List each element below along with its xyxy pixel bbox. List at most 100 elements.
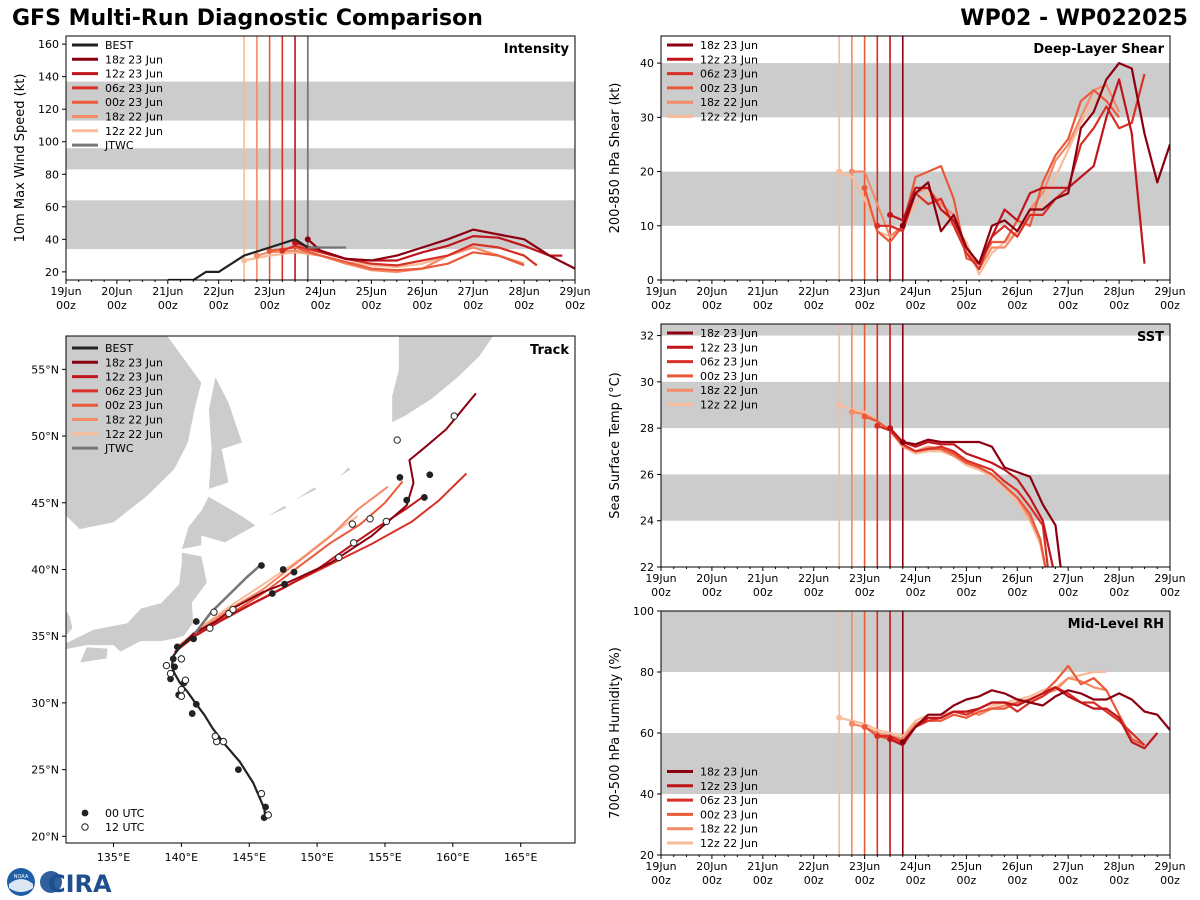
sst-series-start-marker <box>887 425 894 432</box>
land-mass <box>289 486 318 504</box>
shear-legend-label: 18z 22 Jun <box>700 96 758 109</box>
rh-panel-title: Mid-Level RH <box>1068 617 1164 632</box>
intensity-legend-label: 18z 22 Jun <box>105 111 163 124</box>
intensity-x-tick-label: 26Jun <box>407 285 438 298</box>
track-00utc-marker <box>268 590 276 597</box>
track-12utc-marker <box>177 685 186 694</box>
intensity-x-tick-label: 23Jun <box>254 285 285 298</box>
intensity-x-tick-label: 22Jun <box>203 285 234 298</box>
track-12utc-marker <box>219 737 228 746</box>
shear-series-start-marker <box>874 222 881 229</box>
sst-x-tick-label: 26Jun <box>1002 572 1033 585</box>
rh-x-tick-label: 00z <box>804 874 824 887</box>
intensity-x-tick-label: 00z <box>158 299 178 312</box>
track-legend-label: 00z 23 Jun <box>105 399 163 412</box>
rh-y-tick-label: 20 <box>640 849 654 862</box>
sst-x-tick-label: 00z <box>753 586 773 599</box>
rh-series-start-marker <box>874 733 881 740</box>
storm-id-title: WP02 - WP022025 <box>960 6 1188 31</box>
track-axes-frame <box>65 335 576 844</box>
sst-x-tick-label: 27Jun <box>1053 572 1084 585</box>
rh-x-tick-label: 23Jun <box>849 860 880 873</box>
track-12utc-marker <box>181 676 190 684</box>
shear-chart: 19Jun00z20Jun00z21Jun00z22Jun00z23Jun00z… <box>608 35 1186 312</box>
intensity-chart: 19Jun00z20Jun00z21Jun00z22Jun00z23Jun00z… <box>13 35 591 312</box>
sst-series-start-marker <box>899 439 906 446</box>
sst-x-tick-label: 00z <box>1058 586 1078 599</box>
sst-y-tick-label: 30 <box>640 376 654 389</box>
intensity-legend-label: 12z 23 Jun <box>105 68 163 81</box>
track-00utc-marker <box>192 618 200 625</box>
shear-y-tick-label: 30 <box>640 111 654 124</box>
rh-x-tick-label: 19Jun <box>645 860 676 873</box>
intensity-series-line <box>256 246 525 273</box>
shear-legend-label: 06z 23 Jun <box>700 68 758 81</box>
shear-x-tick-label: 00z <box>753 299 773 312</box>
track-12utc-marker <box>450 412 458 420</box>
rh-x-tick-label: 28Jun <box>1104 860 1135 873</box>
rh-x-tick-label: 00z <box>906 874 926 887</box>
intensity-series-start-marker <box>266 247 273 254</box>
track-lon-label: 165°E <box>504 851 537 864</box>
intensity-y-tick-label: 140 <box>38 71 59 84</box>
track-lat-label: 40°N <box>31 563 59 576</box>
intensity-panel-title: Intensity <box>504 42 570 57</box>
shear-x-tick-label: 23Jun <box>849 285 880 298</box>
sst-legend-label: 12z 22 Jun <box>700 399 758 412</box>
shear-y-axis-label: 200-850 hPa Shear (kt) <box>608 83 623 234</box>
intensity-x-tick-label: 00z <box>311 299 331 312</box>
shear-legend-label: 18z 23 Jun <box>700 39 758 52</box>
track-12utc-marker <box>162 661 171 670</box>
rh-x-tick-label: 00z <box>1007 874 1027 887</box>
track-00utc-marker <box>281 580 288 588</box>
intensity-x-tick-label: 28Jun <box>509 285 540 298</box>
intensity-x-tick-label: 19Jun <box>50 285 81 298</box>
intensity-y-tick-label: 40 <box>45 233 59 246</box>
shear-y-tick-label: 20 <box>640 166 654 179</box>
intensity-legend-label: 12z 22 Jun <box>105 125 163 138</box>
track-12utc-marker <box>393 436 401 444</box>
sst-legend-label: 06z 23 Jun <box>700 356 758 369</box>
intensity-series-line <box>281 243 538 267</box>
sst-series-start-marker <box>848 408 855 415</box>
rh-legend-label: 12z 22 Jun <box>700 837 758 850</box>
rh-x-tick-label: 00z <box>702 874 722 887</box>
track-00utc-marker <box>171 663 178 671</box>
track-00utc-marker <box>190 635 197 643</box>
shear-x-tick-label: 22Jun <box>798 285 829 298</box>
intensity-y-tick-label: 60 <box>45 201 59 214</box>
shear-x-tick-label: 00z <box>855 299 875 312</box>
land-mass <box>180 495 257 551</box>
sst-panel-title: SST <box>1137 330 1164 345</box>
track-legend-label: 12z 23 Jun <box>105 371 163 384</box>
track-lon-label: 160°E <box>436 851 469 864</box>
track-12utc-marker <box>257 789 266 798</box>
sst-legend-label: 18z 23 Jun <box>700 327 758 340</box>
track-forecast-line <box>176 392 477 651</box>
track-12utc-marker <box>264 811 272 819</box>
rh-x-tick-label: 20Jun <box>696 860 727 873</box>
sst-x-tick-label: 29Jun <box>1154 572 1185 585</box>
shear-series-start-marker <box>887 211 894 218</box>
shear-x-tick-label: 00z <box>906 299 926 312</box>
land-mass <box>66 336 203 530</box>
land-mass <box>66 608 74 637</box>
shear-x-tick-label: 29Jun <box>1154 285 1185 298</box>
track-legend-label: 18z 23 Jun <box>105 356 163 369</box>
intensity-y-axis-label: 10m Max Wind Speed (kt) <box>13 74 28 243</box>
track-12utc-marker <box>335 553 343 562</box>
shear-series-line <box>877 73 1146 271</box>
sst-x-tick-label: 00z <box>906 586 926 599</box>
sst-threshold-band <box>661 381 1170 429</box>
intensity-x-tick-label: 29Jun <box>559 285 590 298</box>
track-legend-label: 12z 22 Jun <box>105 428 163 441</box>
legend-12utc-label: 12 UTC <box>105 821 145 834</box>
land-mass <box>391 336 495 424</box>
sst-x-tick-label: 00z <box>855 586 875 599</box>
intensity-series-line <box>307 228 575 270</box>
intensity-series-line <box>269 246 525 272</box>
rh-series-line <box>838 670 1107 738</box>
track-12utc-marker <box>366 515 374 523</box>
shear-x-tick-label: 00z <box>1007 299 1027 312</box>
intensity-series-start-marker <box>241 257 248 264</box>
